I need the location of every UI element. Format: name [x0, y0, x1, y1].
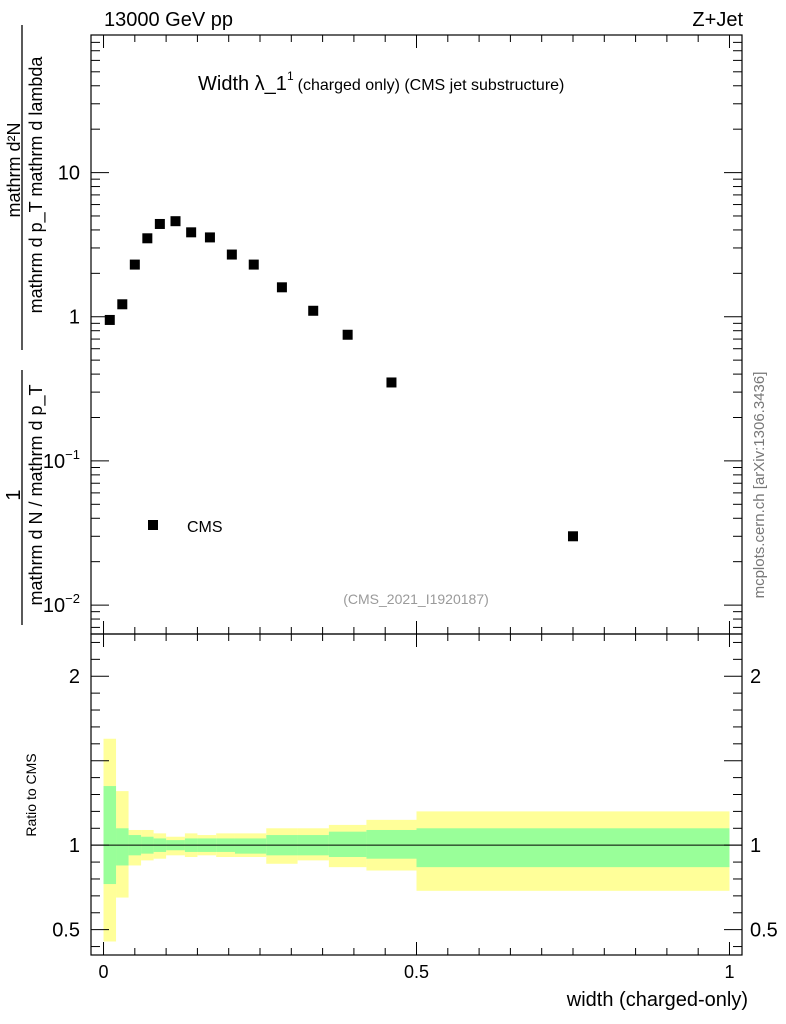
header-left: 13000 GeV pp: [104, 9, 233, 31]
header-right: Z+Jet: [692, 9, 743, 31]
ratio-tick-label-left: 2: [69, 666, 80, 688]
ratio-band-inner: [328, 831, 367, 858]
ratio-band-inner: [116, 828, 129, 866]
ratio-band-inner: [366, 829, 417, 859]
data-point: [308, 305, 319, 316]
data-point: [186, 227, 197, 238]
ylabel-numerator: mathrm d²N: [4, 122, 24, 217]
plot-title-main: Width λ_1: [198, 73, 287, 95]
ratio-frame: [90, 633, 743, 956]
data-point: [342, 329, 353, 340]
x-tick-label: 0: [99, 962, 109, 982]
plot-title: Width λ_11 (charged only) (CMS jet substr…: [198, 69, 564, 95]
ratio-tick-label-right: 0.5: [750, 920, 778, 942]
ylabel-denominator: mathrm d p_T mathrm d lambda: [26, 56, 47, 314]
ratio-tick-label-left: 1: [69, 835, 80, 857]
plot-title-rest: (charged only) (CMS jet substructure): [298, 77, 565, 94]
data-point: [104, 314, 115, 325]
ratio-tick-label-right: 1: [750, 835, 761, 857]
ratio-tick-label-right: 2: [750, 666, 761, 688]
ratio-band-inner: [234, 838, 267, 854]
upper-ylabel: 1 mathrm d N / mathrm d p_T mathrm d²N m…: [3, 25, 47, 625]
data-point: [117, 299, 128, 310]
data-point: [129, 259, 140, 270]
ratio-band-inner: [416, 828, 730, 868]
ratio-band-inner: [103, 786, 117, 885]
x-tick-label: 1: [724, 962, 734, 982]
data-point: [154, 218, 165, 229]
x-axis-label: width (charged-only): [566, 989, 748, 1011]
y-tick-label: 10−1: [43, 447, 80, 473]
x-tick-label: 0.5: [404, 962, 429, 982]
y-tick-exponent: −1: [65, 447, 80, 462]
legend-label: CMS: [187, 519, 223, 536]
data-point: [248, 259, 259, 270]
data-point: [170, 216, 181, 227]
y-tick-base: 10: [43, 595, 65, 617]
ylabel-prefix-num: 1: [3, 489, 25, 500]
y-tick-label: 10−2: [43, 591, 80, 617]
y-tick-label: 1: [69, 307, 80, 329]
data-point: [142, 233, 153, 244]
ylabel-prefix-den: mathrm d N / mathrm d p_T: [26, 384, 47, 605]
data-point: [567, 531, 578, 542]
y-tick-exponent: −2: [65, 591, 80, 606]
y-tick-base: 10: [43, 451, 65, 473]
analysis-tag: (CMS_2021_I1920187): [343, 591, 489, 607]
plot-title-sup: 1: [287, 69, 294, 83]
upper-frame: [90, 34, 743, 635]
ratio-tick-label-left: 0.5: [52, 920, 80, 942]
data-point: [276, 282, 287, 293]
data-point: [226, 249, 237, 260]
legend-marker: [148, 520, 158, 530]
y-tick-label: 10: [58, 163, 80, 185]
data-point: [204, 232, 215, 243]
ratio-ylabel: Ratio to CMS: [23, 753, 39, 836]
data-point: [386, 377, 397, 388]
side-label: mcplots.cern.ch [arXiv:1306.3436]: [751, 372, 768, 599]
